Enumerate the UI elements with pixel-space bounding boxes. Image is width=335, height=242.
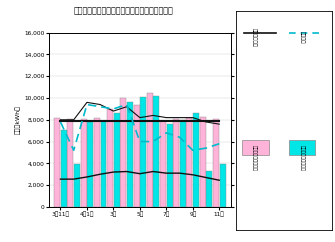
Bar: [219, 165, 225, 207]
Y-axis label: （％）: （％）: [248, 114, 253, 125]
Bar: [160, 121, 166, 207]
Bar: [200, 117, 206, 207]
Bar: [153, 96, 159, 207]
FancyBboxPatch shape: [242, 140, 269, 155]
Bar: [81, 119, 87, 207]
Bar: [140, 97, 146, 207]
Bar: [107, 109, 113, 207]
Bar: [87, 122, 93, 207]
Bar: [147, 93, 153, 207]
Text: 前年同月比（発電）: 前年同月比（発電）: [300, 145, 305, 171]
Bar: [54, 118, 60, 207]
Bar: [61, 130, 67, 207]
FancyBboxPatch shape: [289, 140, 316, 155]
Bar: [74, 165, 80, 207]
Bar: [134, 105, 140, 207]
Bar: [187, 118, 192, 207]
Bar: [94, 118, 100, 207]
Text: 電力需要実績: 電力需要実績: [252, 28, 257, 46]
Bar: [67, 119, 73, 207]
Text: 前年同月比（需要）: 前年同月比（需要）: [252, 145, 257, 171]
Bar: [120, 98, 126, 207]
Bar: [166, 124, 173, 207]
Bar: [100, 121, 107, 207]
Bar: [206, 171, 212, 207]
Bar: [213, 119, 219, 207]
Y-axis label: （百万kWh）: （百万kWh）: [15, 105, 21, 134]
Bar: [173, 119, 179, 207]
Bar: [180, 120, 186, 207]
Bar: [127, 102, 133, 207]
Bar: [193, 113, 199, 207]
Text: 発電実績: 発電実績: [300, 31, 305, 43]
Text: 電力需要実績・発電実績及び前年同月比の推移: 電力需要実績・発電実績及び前年同月比の推移: [74, 6, 174, 15]
Bar: [114, 113, 120, 207]
